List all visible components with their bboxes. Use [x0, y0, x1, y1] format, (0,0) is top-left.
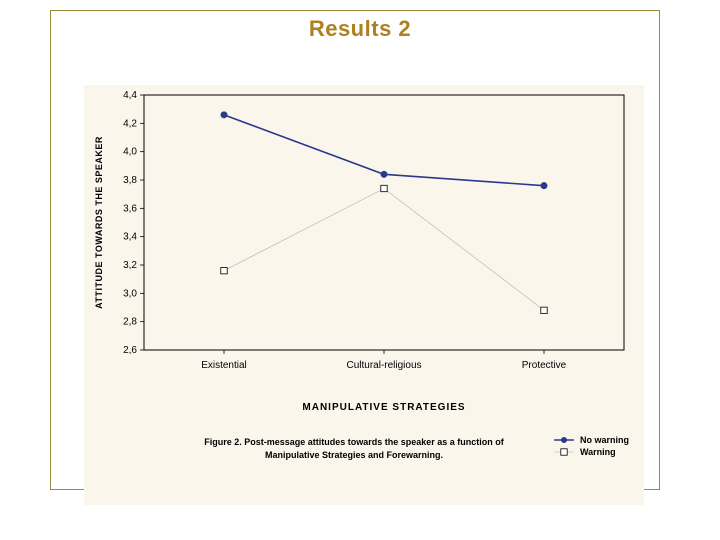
ytick-label: 2,8: [123, 317, 137, 328]
ytick-label: 4,4: [123, 90, 137, 101]
marker: [221, 112, 227, 118]
chart-svg: 2,6 2,8 3,0 3,2 3,4 3,6 3,8 4,0 4,2 4,4 Existentia…: [84, 85, 644, 505]
ytick-label: 3,8: [123, 175, 137, 186]
legend-marker: [561, 437, 567, 443]
xtick-label: Existential: [201, 360, 247, 371]
ytick-label: 3,6: [123, 203, 137, 214]
xtick-label: Cultural-religious: [346, 360, 421, 371]
slide-container: Results 2 2,6 2,8 3,0 3,2 3,4 3,6 3,8 4,0 4,2 4,4…: [0, 0, 720, 540]
legend-marker: [561, 449, 567, 455]
ytick-label: 3,4: [123, 232, 137, 243]
marker: [541, 307, 547, 313]
y-axis-label: ATTITUDE TOWARDS THE SPEAKER: [94, 136, 104, 309]
marker: [381, 171, 387, 177]
marker: [221, 267, 227, 273]
ytick-label: 4,2: [123, 118, 137, 129]
legend-label: Warning: [580, 447, 616, 457]
slide-title: Results 2: [0, 16, 720, 42]
ytick-label: 4,0: [123, 147, 137, 158]
chart-caption-line1: Figure 2. Post-message attitudes towards…: [204, 437, 505, 447]
x-axis-label: MANIPULATIVE STRATEGIES: [302, 402, 465, 413]
xtick-label: Protective: [522, 360, 567, 371]
ytick-label: 2,6: [123, 345, 137, 356]
marker: [541, 183, 547, 189]
ytick-label: 3,0: [123, 288, 137, 299]
chart-caption-line2: Manipulative Strategies and Forewarning.: [265, 450, 443, 460]
ytick-label: 3,2: [123, 260, 137, 271]
chart-container: 2,6 2,8 3,0 3,2 3,4 3,6 3,8 4,0 4,2 4,4 Existentia…: [84, 85, 644, 505]
plot-area: [144, 95, 624, 350]
legend-label: No warning: [580, 435, 629, 445]
marker: [381, 185, 387, 191]
